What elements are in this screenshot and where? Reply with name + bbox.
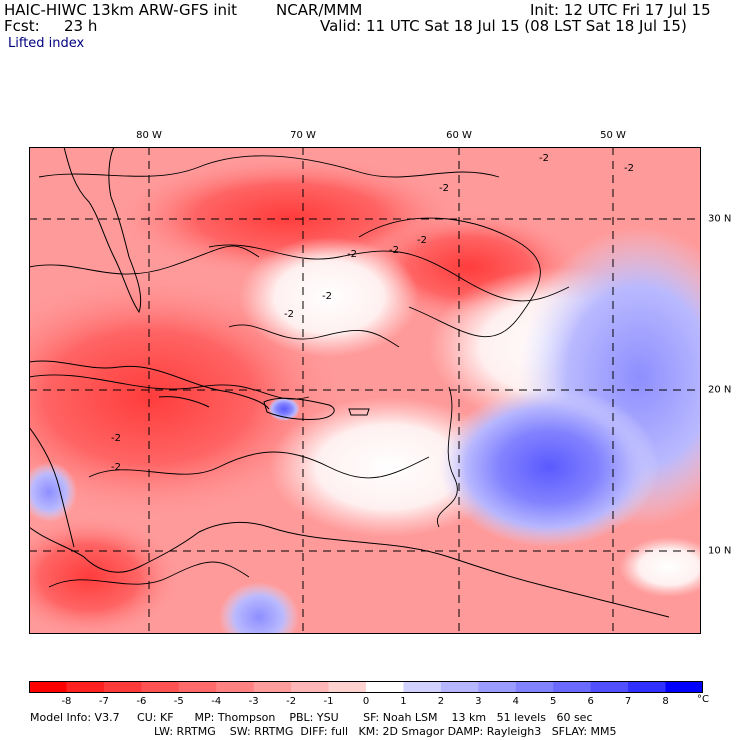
contour-label: -2 — [389, 245, 399, 256]
colorbar-tick-label: 6 — [587, 696, 594, 707]
colorbar-cell — [665, 681, 703, 693]
colorbar-cell — [216, 681, 255, 693]
contour-label: -2 — [624, 163, 634, 174]
colorbar-cell — [628, 681, 667, 693]
colorbar — [29, 681, 703, 693]
neutral-area-caribbean — [269, 397, 509, 537]
stable-patch-andes — [219, 582, 299, 634]
colorbar-unit: °C — [697, 694, 709, 705]
contour-lines — [29, 155, 570, 588]
lon-label-50w: 50 W — [600, 130, 626, 141]
colorbar-cell — [291, 681, 330, 693]
contour-line — [29, 374, 310, 400]
contour-line — [208, 244, 570, 302]
contour-label: -2 — [347, 249, 357, 260]
colorbar-cell — [590, 681, 629, 693]
forecast-label: Fcst: — [4, 17, 40, 35]
jamaica-coast — [158, 396, 210, 408]
colorbar-cell — [141, 681, 180, 693]
coastlines — [29, 147, 670, 618]
colorbar-tick-label: 0 — [362, 696, 370, 707]
colorbar-tick-label: 8 — [662, 696, 669, 707]
lat-label-30n: 30 N — [708, 213, 732, 225]
contour-line — [228, 324, 400, 348]
central-america-coast — [29, 426, 75, 548]
stable-core-atlantic — [439, 387, 659, 547]
colorbar-cell — [403, 681, 442, 693]
colorbar-cell — [515, 681, 554, 693]
south-america-coast — [29, 522, 670, 618]
model-info-line-1: Model Info: V3.7 CU: KF MP: Thompson PBL… — [30, 711, 593, 724]
field-name: Lifted index — [8, 36, 85, 51]
colorbar-tick-label: 1 — [400, 696, 407, 707]
lon-label-60w: 60 W — [446, 130, 472, 141]
colorbar-frame — [29, 681, 703, 693]
contour-label: -2 — [111, 433, 121, 444]
colorbar-cell — [553, 681, 592, 693]
colorbar-tick-label: -8 — [61, 696, 72, 707]
colorbar-cell — [478, 681, 517, 693]
contour-label: -2 — [539, 153, 549, 164]
colorbar-tick-label: -3 — [248, 696, 259, 707]
colorbar-cells — [29, 681, 703, 693]
init-time: Init: 12 UTC Fri 17 Jul 15 — [530, 1, 711, 19]
contour-line — [48, 561, 250, 588]
colorbar-tick-label: 3 — [475, 696, 482, 707]
colorbar-cell — [103, 681, 142, 693]
valid-time: Valid: 11 UTC Sat 18 Jul 15 (08 LST Sat … — [320, 17, 687, 35]
colorbar-cell — [440, 681, 479, 693]
contour-line — [358, 217, 541, 338]
colorbar-cell — [29, 681, 67, 693]
colorbar-cell — [328, 681, 367, 693]
model-title: HAIC-HIWC 13km ARW-GFS init — [4, 1, 238, 19]
contour-line — [436, 386, 458, 528]
colorbar-tick-label: -1 — [323, 696, 334, 707]
organization-label: NCAR/MMM — [276, 1, 363, 19]
stable-patch-mexico — [29, 462, 77, 522]
colorbar-tick-label: 5 — [550, 696, 557, 707]
lifted-index-map: -2 -2 -2 -2 -2 -2 -2 -2 -2 -2 — [29, 147, 701, 634]
map-frame — [29, 147, 701, 634]
colorbar-cell — [66, 681, 105, 693]
colorbar-tick-label: -6 — [136, 696, 147, 707]
contour-label: -2 — [111, 462, 121, 473]
contour-label: -2 — [322, 291, 332, 302]
colorbar-tick-label: 7 — [624, 696, 632, 707]
contour-line — [88, 451, 430, 479]
forecast-hour: 23 h — [64, 17, 98, 35]
instability-core-southwest — [29, 517, 179, 634]
contour-label-group: -2 -2 -2 -2 -2 -2 -2 -2 -2 -2 — [111, 153, 634, 473]
contour-line — [38, 155, 500, 178]
colorbar-tick-label: 4 — [512, 696, 519, 707]
puerto-rico-coast — [348, 408, 370, 416]
contour-label: -2 — [439, 183, 449, 194]
colorbar-tick-label: -2 — [286, 696, 297, 707]
hispaniola-coast — [263, 397, 335, 420]
contour-line — [29, 245, 260, 275]
lon-label-80w: 80 W — [136, 130, 162, 141]
colorbar-cell — [366, 681, 404, 693]
lon-label-70w: 70 W — [290, 130, 316, 141]
florida-coast — [63, 147, 142, 314]
colorbar-cell — [178, 681, 217, 693]
contour-label: -2 — [284, 309, 294, 320]
cuba-coast — [29, 360, 270, 410]
model-info-line-2: LW: RRTMG SW: RRTMG DIFF: full KM: 2D Sm… — [154, 725, 617, 738]
lat-label-20n: 20 N — [708, 384, 732, 396]
neutral-area-bahamas — [239, 237, 419, 357]
lat-label-10n: 10 N — [708, 545, 732, 557]
colorbar-tick-label: -4 — [211, 696, 222, 707]
colorbar-cell — [253, 681, 292, 693]
colorbar-tick-label: -5 — [173, 696, 184, 707]
contour-label: -2 — [417, 235, 427, 246]
lat-lon-grid — [29, 147, 701, 634]
colorbar-tick-label: -7 — [98, 696, 109, 707]
instability-core-west — [29, 277, 339, 517]
colorbar-tick-label: 2 — [437, 696, 445, 707]
neutral-area-southeast — [619, 537, 701, 597]
